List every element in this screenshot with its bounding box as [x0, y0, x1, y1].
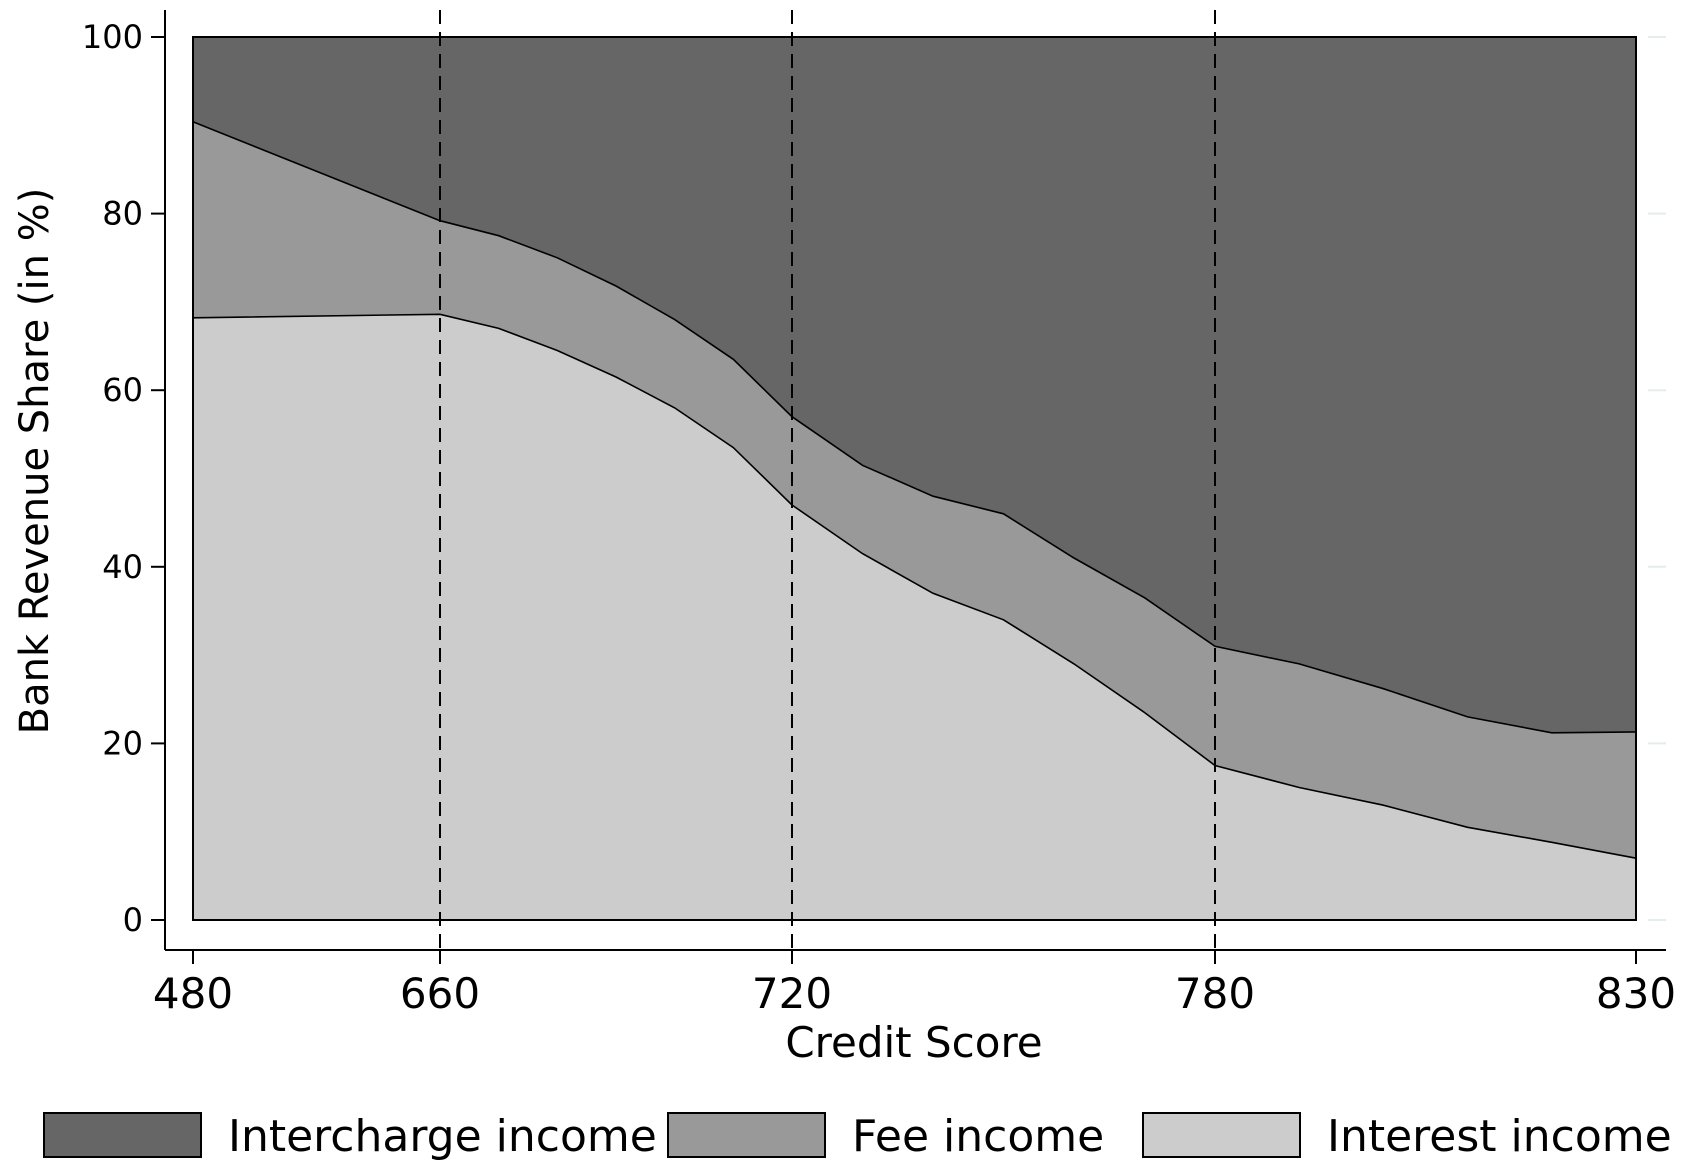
- axes-layer: 0 20 40 60 80 100 480 660 720 780 830: [82, 10, 1676, 1018]
- boundary-line-fee-income: [192, 121, 1637, 734]
- y-tick-label: 20: [102, 724, 143, 762]
- y-tick-label: 40: [102, 548, 143, 586]
- legend-label-intercharge-income: Intercharge income: [228, 1111, 657, 1162]
- boundary-lines-layer: [192, 36, 1637, 921]
- x-tick-label: 660: [400, 969, 480, 1018]
- plot-frame: [192, 36, 1637, 921]
- y-tick-label: 80: [102, 195, 143, 233]
- x-tick-label: 780: [1175, 969, 1255, 1018]
- x-axis-title: Credit Score: [785, 1018, 1042, 1067]
- areas-layer: [193, 37, 1636, 920]
- boundary-line-interest-income: [192, 313, 1637, 859]
- area-fee-income: [193, 121, 1636, 859]
- legend-label-fee-income: Fee income: [852, 1111, 1104, 1162]
- area-interest-income: [193, 314, 1636, 920]
- legend: Intercharge income Fee income Interest inc…: [43, 1111, 1672, 1162]
- y-tick-label: 60: [102, 371, 143, 409]
- legend-swatch-intercharge-income: [43, 1112, 202, 1158]
- x-tick-label: 720: [752, 969, 832, 1018]
- y-tick-label: 100: [82, 18, 143, 56]
- legend-label-interest-income: Interest income: [1327, 1111, 1672, 1162]
- x-tick-label: 830: [1596, 969, 1676, 1018]
- y-axis-title: Bank Revenue Share (in %): [12, 188, 58, 735]
- y-tick-label: 0: [123, 901, 143, 939]
- reference-lines-layer: [439, 10, 1216, 950]
- x-tick-label: 480: [153, 969, 233, 1018]
- area-intercharge-income: [193, 37, 1636, 733]
- legend-swatch-interest-income: [1142, 1112, 1301, 1158]
- legend-swatch-fee-income: [667, 1112, 826, 1158]
